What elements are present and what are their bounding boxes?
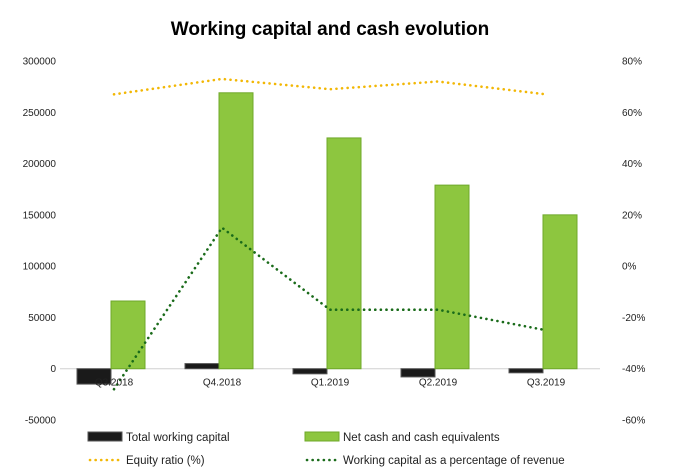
category-label: Q3.2018 <box>95 378 134 389</box>
legend-swatch <box>87 431 123 442</box>
legend-label: Net cash and cash equivalents <box>343 432 500 444</box>
bars <box>76 92 578 385</box>
right-tick-label: 0% <box>622 262 637 273</box>
left-tick-label: 200000 <box>23 159 57 170</box>
right-tick-label: -40% <box>622 364 645 375</box>
line-series <box>112 77 548 391</box>
right-tick-label: -60% <box>622 416 645 427</box>
working-capital-bar <box>292 368 328 375</box>
left-axis: -50000 0 50000 100000 150000 200000 250000 3000… <box>23 57 57 427</box>
left-tick-label: 0 <box>50 364 56 375</box>
category-label: Q2.2019 <box>419 378 458 389</box>
cash-bar <box>326 137 362 370</box>
left-tick-label: 50000 <box>28 313 56 324</box>
left-tick-label: 300000 <box>23 57 57 68</box>
category-label: Q4.2018 <box>203 378 242 389</box>
chart-title: Working capital and cash evolution <box>171 19 489 40</box>
category-label: Q3.2019 <box>527 378 566 389</box>
legend-label: Working capital as a percentage of reven… <box>343 455 565 467</box>
legend-swatch <box>304 431 340 442</box>
right-tick-label: 20% <box>622 210 642 221</box>
left-tick-label: 100000 <box>23 262 57 273</box>
right-tick-label: 40% <box>622 159 642 170</box>
right-tick-label: 80% <box>622 57 642 68</box>
right-axis: -60% -40% -20% 0% 20% 40% 60% 80% <box>622 57 645 427</box>
cash-bar <box>434 184 470 370</box>
equity-ratio-line <box>112 77 548 96</box>
cash-bar <box>218 92 254 370</box>
cash-bar <box>110 300 146 370</box>
working-capital-pct-line <box>112 225 548 391</box>
left-tick-label: -50000 <box>25 416 57 427</box>
legend: Total working capital Net cash and cash e… <box>87 431 565 467</box>
legend-label: Total working capital <box>126 432 230 444</box>
category-labels: Q3.2018 Q4.2018 Q1.2019 Q2.2019 Q3.2019 <box>95 378 566 389</box>
right-tick-label: 60% <box>622 108 642 119</box>
working-capital-bar <box>76 368 112 385</box>
working-capital-bar <box>400 368 436 378</box>
left-tick-label: 150000 <box>23 210 57 221</box>
cash-bar <box>542 214 578 370</box>
legend-label: Equity ratio (%) <box>126 455 205 467</box>
right-tick-label: -20% <box>622 313 645 324</box>
left-tick-label: 250000 <box>23 108 57 119</box>
category-label: Q1.2019 <box>311 378 350 389</box>
working-capital-bar <box>508 368 544 374</box>
working-capital-bar <box>184 363 220 370</box>
